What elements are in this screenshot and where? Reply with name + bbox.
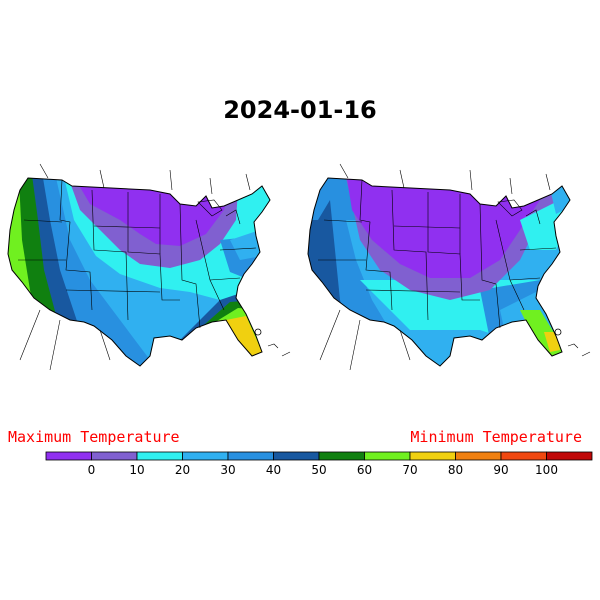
legend-swatch	[136, 451, 183, 461]
legend-swatch	[182, 451, 229, 461]
legend-swatch	[273, 451, 320, 461]
max-temperature-label: Maximum Temperature	[8, 428, 180, 446]
max-temperature-map	[7, 163, 291, 371]
legend-tick-label: 80	[448, 463, 463, 477]
legend-tick-label: 40	[266, 463, 281, 477]
legend-tick-label: 60	[357, 463, 372, 477]
legend-swatch	[91, 451, 138, 461]
legend-swatch	[546, 451, 593, 461]
legend-tick-label: 30	[220, 463, 235, 477]
temperature-maps	[7, 163, 591, 371]
legend-tick-label: 10	[129, 463, 144, 477]
legend-swatch	[318, 451, 365, 461]
legend-tick-label: 70	[402, 463, 417, 477]
legend-tick-label: 90	[493, 463, 508, 477]
temperature-legend: 0 10 20 30 40 50 60 70 80 90 100	[45, 451, 593, 477]
legend-tick-label: 100	[535, 463, 558, 477]
legend-swatch	[500, 451, 547, 461]
legend-swatch	[455, 451, 502, 461]
legend-swatch	[364, 451, 411, 461]
legend-swatch	[409, 451, 456, 461]
legend-swatch	[227, 451, 274, 461]
legend-tick-label: 0	[88, 463, 96, 477]
min-temperature-map	[307, 163, 591, 371]
legend-swatch	[45, 451, 92, 461]
legend-tick-label: 20	[175, 463, 190, 477]
min-temperature-label: Minimum Temperature	[410, 428, 582, 446]
legend-tick-label: 50	[311, 463, 326, 477]
page-title: 2024-01-16	[223, 96, 377, 124]
